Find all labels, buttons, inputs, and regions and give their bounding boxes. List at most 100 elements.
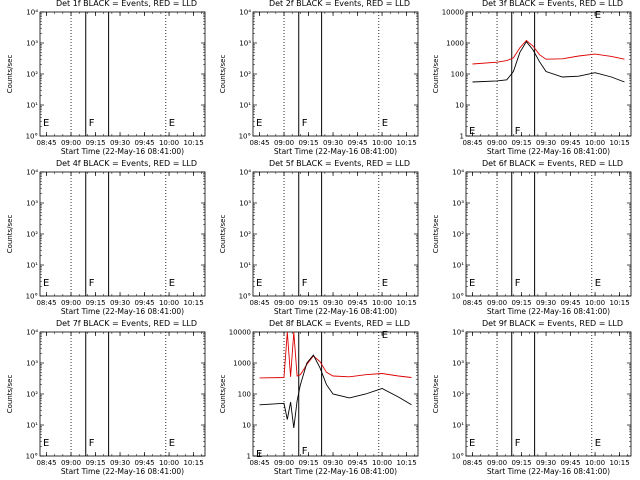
plot-canvas: 1 10 100 1000 10000 Counts/sec 08:45 09:00 09:15…: [432, 9, 632, 156]
y-tick-label: 10²: [452, 231, 464, 239]
x-tick-label: 08:45: [36, 299, 56, 307]
y-tick-label: 10: [455, 102, 464, 110]
panel-title: Det 3f BLACK = Events, RED = LLD: [481, 0, 624, 8]
event-marker-label: E: [595, 278, 601, 289]
y-axis-label: Counts/sec: [219, 375, 227, 414]
x-tick-label: 09:15: [298, 459, 318, 467]
plot-canvas: 10° 10¹ 10² 10³ 10⁴ Counts/sec 08:45 09:00 09:15…: [6, 169, 206, 316]
event-marker-label: E: [469, 278, 475, 289]
x-tick-label: 10:00: [159, 139, 179, 147]
x-tick-label: 10:15: [609, 299, 629, 307]
y-tick-label: 10°: [26, 133, 38, 141]
plot-frame: [39, 11, 206, 137]
detector-panel-1: Det 1f BLACK = Events, RED = LLD 10° 10¹ 10…: [0, 0, 213, 160]
x-tick-label: 09:30: [536, 459, 556, 467]
detector-panel-3: Det 3f BLACK = Events, RED = LLD 1 10 100 10…: [426, 0, 639, 160]
y-tick-label: 10°: [452, 293, 464, 301]
detector-panel-4: Det 4f BLACK = Events, RED = LLD 10° 10¹ 10…: [0, 159, 213, 320]
x-axis-label: Start Time (22-May-16 08:41:00): [61, 467, 184, 476]
y-tick-label: 10⁴: [26, 9, 38, 17]
y-tick-label: 10°: [239, 133, 251, 141]
x-axis-label: Start Time (22-May-16 08:41:00): [274, 147, 397, 156]
plot-frame: [465, 11, 632, 137]
x-tick-label: 09:00: [274, 139, 294, 147]
event-marker-label: E: [595, 10, 601, 21]
x-tick-label: 10:15: [396, 459, 416, 467]
panel-title: Det 7f BLACK = Events, RED = LLD: [55, 319, 198, 328]
x-tick-label: 08:45: [36, 139, 56, 147]
y-axis-label: Counts/sec: [432, 215, 440, 254]
x-tick-label: 09:15: [511, 459, 531, 467]
x-tick-label: 10:00: [372, 459, 392, 467]
x-tick-label: 09:00: [274, 299, 294, 307]
detector-panel-6: Det 6f BLACK = Events, RED = LLD 10° 10¹ 10…: [426, 159, 639, 320]
x-tick-label: 10:15: [396, 139, 416, 147]
event-marker-label: F: [515, 438, 521, 449]
x-tick-label: 08:45: [249, 299, 269, 307]
x-tick-label: 08:45: [36, 459, 56, 467]
y-tick-label: 10²: [26, 231, 38, 239]
x-tick-label: 09:45: [134, 459, 154, 467]
y-tick-label: 10²: [239, 71, 251, 79]
y-tick-label: 10³: [452, 200, 464, 208]
event-marker-label: F: [302, 118, 308, 129]
x-tick-label: 09:15: [85, 459, 105, 467]
y-axis-label: Counts/sec: [432, 375, 440, 414]
panel-title: Det 4f BLACK = Events, RED = LLD: [55, 159, 198, 168]
x-tick-label: 09:45: [134, 299, 154, 307]
x-tick-label: 10:00: [585, 299, 605, 307]
panel-title: Det 1f BLACK = Events, RED = LLD: [55, 0, 198, 8]
plot-canvas: 10° 10¹ 10² 10³ 10⁴ Counts/sec 08:45 09:00 09:15…: [6, 9, 206, 156]
x-tick-label: 09:30: [110, 459, 130, 467]
y-tick-label: 10³: [26, 40, 38, 48]
y-tick-label: 10⁴: [26, 329, 38, 337]
y-tick-label: 10¹: [26, 422, 38, 430]
event-marker-label: E: [169, 438, 175, 449]
y-tick-label: 10²: [452, 391, 464, 399]
x-tick-label: 09:00: [487, 139, 507, 147]
y-tick-label: 10³: [26, 360, 38, 368]
y-tick-label: 10¹: [239, 102, 251, 110]
x-tick-label: 10:00: [372, 299, 392, 307]
panel-title: Det 6f BLACK = Events, RED = LLD: [481, 159, 624, 168]
y-tick-label: 10²: [26, 391, 38, 399]
panel-title: Det 9f BLACK = Events, RED = LLD: [481, 319, 624, 328]
x-tick-label: 10:15: [183, 299, 203, 307]
x-axis-label: Start Time (22-May-16 08:41:00): [61, 147, 184, 156]
y-axis-label: Counts/sec: [219, 215, 227, 254]
x-tick-label: 10:15: [396, 299, 416, 307]
y-tick-label: 10: [242, 422, 251, 430]
event-marker-label: F: [89, 118, 95, 129]
x-tick-label: 10:00: [372, 139, 392, 147]
event-marker-label: F: [515, 278, 521, 289]
x-tick-label: 09:45: [347, 459, 367, 467]
x-tick-label: 08:45: [249, 139, 269, 147]
plot-canvas: 10° 10¹ 10² 10³ 10⁴ Counts/sec 08:45 09:00 09:15…: [432, 329, 632, 476]
x-tick-label: 09:15: [85, 299, 105, 307]
event-marker-label: F: [515, 126, 521, 137]
y-tick-label: 10⁴: [239, 169, 251, 177]
plot-frame: [465, 171, 632, 297]
y-axis-label: Counts/sec: [6, 215, 14, 254]
x-tick-label: 09:45: [347, 139, 367, 147]
y-tick-label: 10¹: [452, 422, 464, 430]
plot-canvas: 10° 10¹ 10² 10³ 10⁴ Counts/sec 08:45 09:00 09:15…: [432, 169, 632, 316]
event-marker-label: E: [256, 118, 262, 129]
event-marker-label: E: [43, 438, 49, 449]
x-tick-label: 09:00: [61, 299, 81, 307]
y-tick-label: 100: [238, 391, 251, 399]
x-tick-label: 09:15: [511, 299, 531, 307]
y-tick-label: 10²: [239, 231, 251, 239]
y-tick-label: 1: [460, 133, 464, 141]
detector-panel-5: Det 5f BLACK = Events, RED = LLD 10° 10¹ 10…: [213, 159, 426, 320]
y-tick-label: 10¹: [239, 262, 251, 270]
plot-frame: [252, 11, 419, 137]
y-axis-label: Counts/sec: [432, 55, 440, 94]
event-marker-label: E: [469, 126, 475, 137]
x-tick-label: 09:00: [274, 459, 294, 467]
event-marker-label: E: [382, 330, 388, 341]
x-tick-label: 09:15: [511, 139, 531, 147]
event-marker-label: E: [256, 449, 262, 460]
x-tick-label: 09:15: [298, 299, 318, 307]
event-marker-label: F: [89, 438, 95, 449]
